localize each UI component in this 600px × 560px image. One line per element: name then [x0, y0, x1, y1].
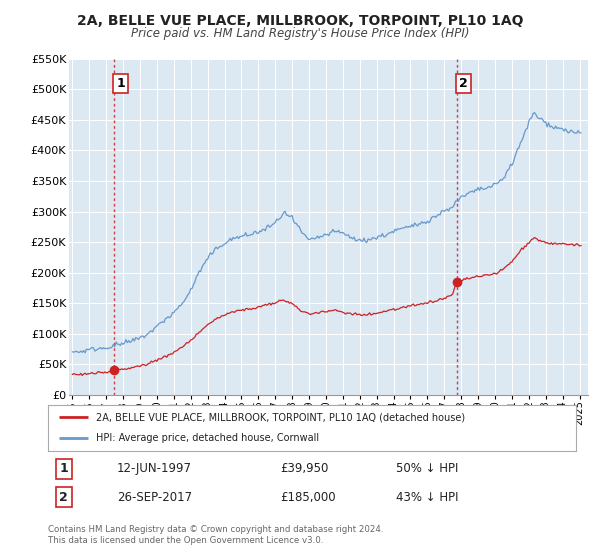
Text: 2: 2 [59, 491, 68, 504]
Text: 12-JUN-1997: 12-JUN-1997 [116, 462, 191, 475]
Text: 26-SEP-2017: 26-SEP-2017 [116, 491, 192, 504]
Text: £39,950: £39,950 [280, 462, 329, 475]
Text: 1: 1 [59, 462, 68, 475]
Text: 1: 1 [116, 77, 125, 90]
Text: Price paid vs. HM Land Registry's House Price Index (HPI): Price paid vs. HM Land Registry's House … [131, 27, 469, 40]
Text: 2: 2 [459, 77, 468, 90]
Text: £185,000: £185,000 [280, 491, 336, 504]
Text: 43% ↓ HPI: 43% ↓ HPI [397, 491, 459, 504]
Text: Contains HM Land Registry data © Crown copyright and database right 2024.
This d: Contains HM Land Registry data © Crown c… [48, 525, 383, 545]
Text: 50% ↓ HPI: 50% ↓ HPI [397, 462, 459, 475]
Text: 2A, BELLE VUE PLACE, MILLBROOK, TORPOINT, PL10 1AQ: 2A, BELLE VUE PLACE, MILLBROOK, TORPOINT… [77, 14, 523, 28]
Text: 2A, BELLE VUE PLACE, MILLBROOK, TORPOINT, PL10 1AQ (detached house): 2A, BELLE VUE PLACE, MILLBROOK, TORPOINT… [95, 412, 464, 422]
Text: HPI: Average price, detached house, Cornwall: HPI: Average price, detached house, Corn… [95, 433, 319, 444]
